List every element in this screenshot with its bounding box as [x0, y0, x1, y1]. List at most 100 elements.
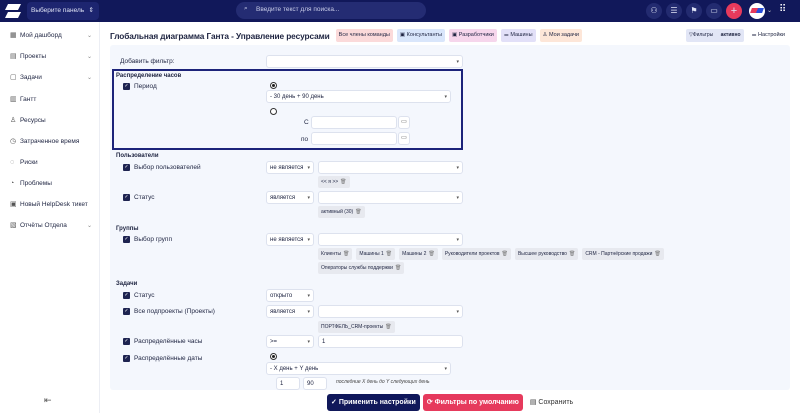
- sidebar-item-resources[interactable]: ♙ Ресурсы: [10, 114, 98, 128]
- group-chip: Высшее руководство 🗑: [514, 248, 579, 260]
- chevron-down-icon: ⌄: [86, 54, 92, 60]
- default-filters-button[interactable]: ⟳ Фильтры по умолчанию: [422, 394, 523, 411]
- sidebar-item-dashboard[interactable]: ▦ Мой дашборд ⌄: [10, 29, 98, 43]
- user-status-chip: активный (30) 🗑: [318, 206, 365, 218]
- panel-select[interactable]: Выберите панель ⇕: [27, 2, 99, 20]
- logo[interactable]: [5, 4, 21, 18]
- chip-label: ПОРТФЕЛЬ_CRM-проекты: [321, 324, 384, 330]
- users-operator-select[interactable]: не является ▾: [266, 161, 314, 174]
- calendar-icon[interactable]: ▭: [706, 3, 722, 19]
- collapse-icon[interactable]: ⇤: [44, 395, 52, 405]
- user-status-value-select[interactable]: ▾: [318, 191, 463, 204]
- dates-checkbox[interactable]: ✓: [123, 355, 130, 362]
- trash-icon[interactable]: 🗑: [428, 251, 435, 257]
- plus-icon[interactable]: +: [726, 3, 742, 19]
- tasks-icon[interactable]: ☰: [666, 3, 682, 19]
- operator-value: открыто: [270, 293, 293, 299]
- trash-icon[interactable]: 🗑: [568, 251, 576, 257]
- period-relative-radio[interactable]: [270, 82, 277, 89]
- hours-operator-select[interactable]: >= ▾: [266, 335, 314, 348]
- sidebar-item-risks[interactable]: ◌ Риски: [10, 156, 98, 170]
- header-actions: ▽Фильтры активно ⚌ Настройки: [685, 29, 788, 42]
- to-date-input[interactable]: [311, 132, 397, 145]
- chip-label: Консультанты: [406, 32, 442, 38]
- y-days-input[interactable]: 90: [303, 377, 327, 390]
- sidebar-item-label: Проекты: [20, 53, 47, 60]
- user-icon[interactable]: ⚇: [646, 3, 662, 19]
- chip-label: Мои задачи: [549, 32, 579, 38]
- dates-relative-radio[interactable]: [270, 353, 277, 360]
- sidebar-item-helpdesk[interactable]: ▣ Новый HelpDesk тикет: [10, 198, 98, 212]
- sidebar-item-time[interactable]: ◷ Затраченное время: [10, 135, 98, 149]
- apply-settings-button[interactable]: ✓ Применить настройки: [327, 394, 420, 411]
- trash-icon[interactable]: 🗑: [501, 251, 508, 257]
- sidebar-item-gantt[interactable]: ▥ Гантт: [10, 93, 98, 107]
- chip-machines[interactable]: ⚌ Машины: [500, 29, 536, 42]
- projects-icon: ▤: [10, 53, 17, 60]
- trash-icon[interactable]: 🗑: [340, 179, 347, 185]
- task-status-select[interactable]: открыто ▾: [266, 289, 314, 302]
- subprojects-value-select[interactable]: ▾: [318, 305, 463, 318]
- period-checkbox[interactable]: ✓: [123, 83, 130, 90]
- sidebar-item-projects[interactable]: ▤ Проекты ⌄: [10, 50, 98, 64]
- users-checkbox[interactable]: ✓: [123, 164, 130, 171]
- subprojects-checkbox[interactable]: ✓: [123, 308, 130, 315]
- period-select[interactable]: - 30 день + 90 день ▾: [266, 90, 451, 103]
- user-status-checkbox[interactable]: ✓: [123, 194, 130, 201]
- panel-select-label: Выберите панель: [31, 7, 85, 14]
- caret-icon: ▾: [456, 165, 459, 171]
- sidebar-item-label: Гантт: [20, 96, 37, 103]
- from-label: С: [304, 119, 309, 126]
- x-days-input[interactable]: 1: [276, 377, 300, 390]
- flag-icon[interactable]: ⚑: [686, 3, 702, 19]
- button-label: Сохранить: [538, 399, 574, 406]
- add-filter-select[interactable]: ▾: [266, 55, 463, 68]
- caret-icon: ▾: [307, 195, 310, 201]
- button-label: Применить настройки: [338, 399, 416, 406]
- user-status-operator-select[interactable]: является ▾: [266, 191, 314, 204]
- task-status-checkbox[interactable]: ✓: [123, 292, 130, 299]
- dates-select[interactable]: - X день + Y день ▾: [266, 362, 451, 375]
- grid-icon[interactable]: ⠿: [779, 4, 787, 15]
- hours-checkbox[interactable]: ✓: [123, 338, 130, 345]
- trash-icon[interactable]: 🗑: [654, 251, 661, 257]
- trash-icon[interactable]: 🗑: [385, 251, 393, 257]
- footer-actions: ✓ Применить настройки ⟳ Фильтры по умолч…: [327, 394, 577, 411]
- chevron-down-icon[interactable]: ⌄: [767, 8, 773, 14]
- sidebar-item-tasks[interactable]: ▢ Задачи ⌄: [10, 71, 98, 85]
- avatar[interactable]: [749, 3, 765, 19]
- users-value-select[interactable]: ▾: [318, 161, 463, 174]
- sidebar-item-problems[interactable]: ◔ Проблемы: [10, 177, 98, 191]
- sidebar-item-reports[interactable]: ▧ Отчёты Отдела ⌄: [10, 219, 98, 233]
- from-date-input[interactable]: [311, 116, 397, 129]
- filters-panel: [110, 45, 790, 390]
- trash-icon[interactable]: 🗑: [355, 209, 362, 215]
- chip-team[interactable]: Все члены команды: [335, 29, 393, 42]
- calendar-icon[interactable]: ▭: [398, 116, 410, 129]
- save-button[interactable]: ▤ Сохранить: [526, 394, 577, 411]
- section-tasks: Задачи: [116, 281, 138, 287]
- groups-value-select[interactable]: ▾: [318, 233, 463, 246]
- group-chip: Клиенты 🗑: [318, 248, 353, 260]
- trash-icon[interactable]: 🗑: [394, 265, 402, 271]
- chip-consultants[interactable]: ▣ Консультанты: [396, 29, 445, 42]
- group-chip: CRM - Партнёрские продажи 🗑: [582, 248, 664, 260]
- trash-icon[interactable]: 🗑: [343, 251, 350, 257]
- sidebar-item-label: Затраченное время: [20, 138, 80, 145]
- sidebar: ▦ Мой дашборд ⌄ ▤ Проекты ⌄ ▢ Задачи ⌄ ▥ Гантт …: [0, 22, 100, 413]
- hours-value-input[interactable]: 1: [318, 335, 463, 348]
- filters-toggle[interactable]: ▽Фильтры активно: [685, 29, 744, 42]
- chip-developers[interactable]: ▣ Разработчики: [448, 29, 497, 42]
- groups-operator-select[interactable]: не является ▾: [266, 233, 314, 246]
- period-range-radio[interactable]: [270, 108, 277, 115]
- caret-icon: ▾: [444, 94, 447, 100]
- groups-checkbox[interactable]: ✓: [123, 236, 130, 243]
- trash-icon[interactable]: 🗑: [385, 324, 392, 330]
- subprojects-operator-select[interactable]: является ▾: [266, 305, 314, 318]
- chip-my-tasks[interactable]: ♙ Мои задачи: [539, 29, 582, 42]
- caret-icon: ▾: [456, 59, 459, 65]
- calendar-icon[interactable]: ▭: [398, 132, 410, 145]
- settings-button[interactable]: ⚌ Настройки: [749, 29, 788, 42]
- operator-value: >=: [270, 339, 278, 345]
- search-input[interactable]: ⌕ Введите текст для поиска...: [236, 2, 426, 19]
